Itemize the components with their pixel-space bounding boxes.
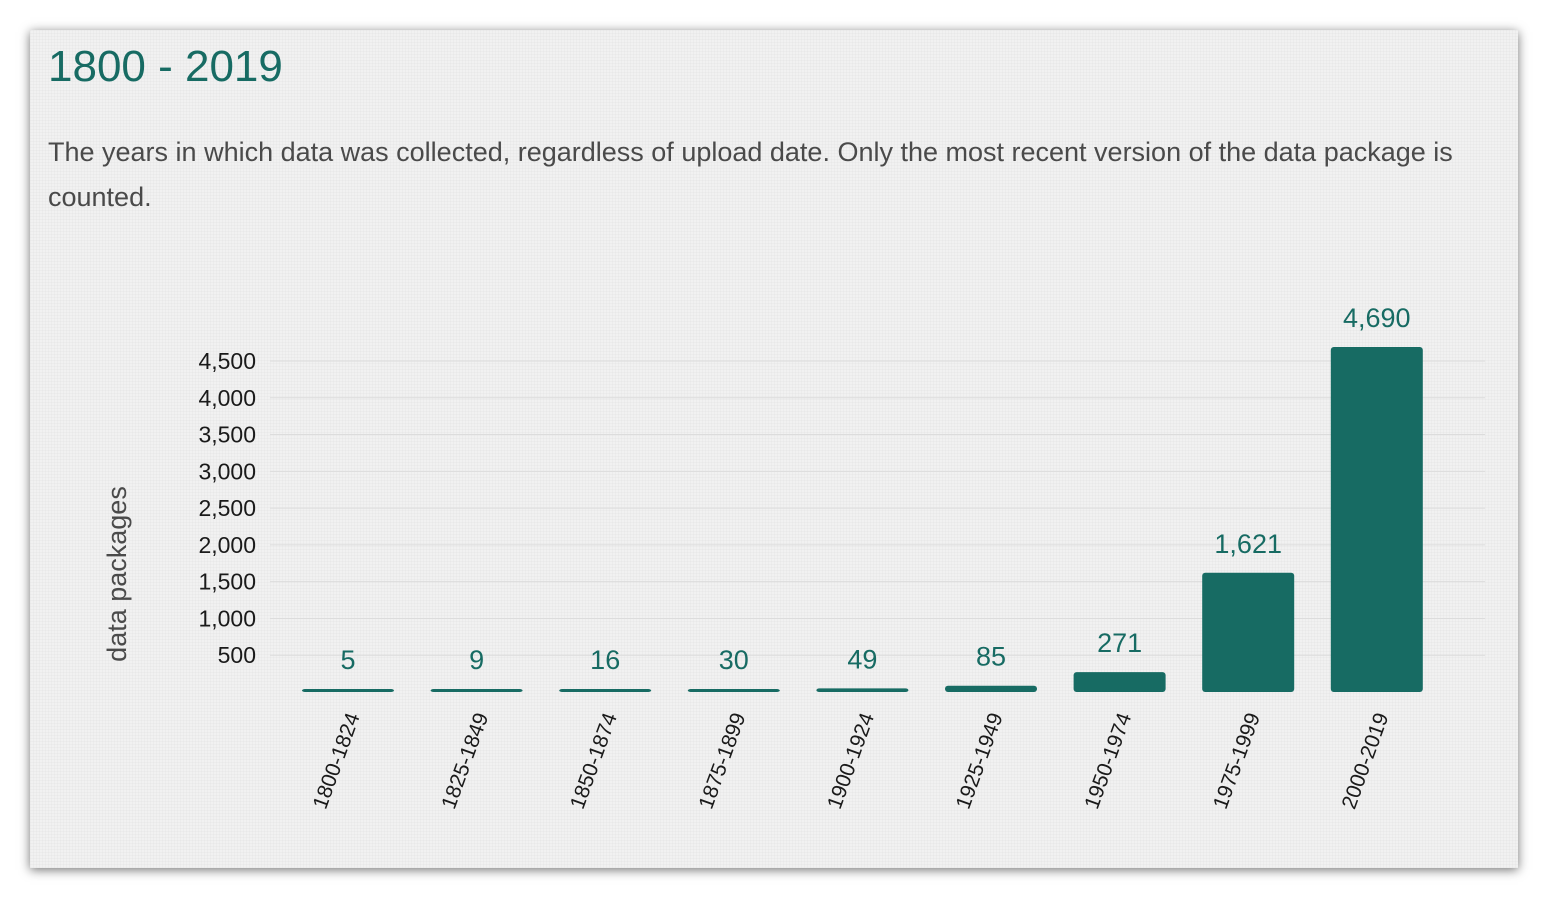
x-tick-label: 1950-1974 bbox=[1080, 710, 1136, 813]
bar bbox=[1330, 347, 1423, 692]
card-title: 1800 - 2019 bbox=[48, 42, 283, 91]
x-tick-label: 1875-1899 bbox=[695, 710, 751, 812]
bar-value-label: 16 bbox=[590, 645, 620, 675]
y-tick-label: 3,500 bbox=[198, 422, 256, 448]
y-axis-label: data packages bbox=[102, 486, 132, 662]
x-axis-labels: 1800-1824 1825-1849 1850-1874 1875-1899 1900… bbox=[309, 710, 1394, 813]
bar bbox=[559, 689, 652, 692]
bar-value-label: 85 bbox=[976, 642, 1006, 672]
y-tick-label: 2,000 bbox=[198, 532, 256, 558]
bar bbox=[945, 685, 1037, 692]
y-tick-label: 3,000 bbox=[198, 458, 256, 484]
bar-value-label: 9 bbox=[469, 645, 484, 675]
bar-value-label: 1,621 bbox=[1214, 529, 1282, 559]
bar-value-label: 49 bbox=[847, 644, 877, 674]
bar-value-label: 271 bbox=[1097, 628, 1142, 658]
y-tick-label: 4,000 bbox=[198, 385, 256, 411]
bar bbox=[430, 689, 523, 692]
card-description: The years in which data was collected, r… bbox=[48, 137, 1453, 212]
grid-lines bbox=[270, 360, 1485, 656]
bar bbox=[1073, 672, 1166, 692]
y-axis-ticks: 500 1,000 1,500 2,000 2,500 3,000 3,500 4,000 4,… bbox=[198, 348, 256, 668]
x-tick-label: 2000-2019 bbox=[1338, 710, 1394, 812]
x-tick-label: 1900-1924 bbox=[823, 710, 879, 813]
bar-value-label: 4,690 bbox=[1343, 303, 1411, 333]
x-tick-label: 1925-1949 bbox=[952, 710, 1008, 812]
y-tick-label: 2,500 bbox=[198, 495, 256, 521]
bar bbox=[687, 689, 780, 692]
bar-value-label: 5 bbox=[340, 645, 355, 675]
bar bbox=[816, 688, 909, 692]
y-tick-label: 4,500 bbox=[198, 348, 256, 374]
y-tick-label: 500 bbox=[218, 642, 256, 668]
bars bbox=[302, 347, 1423, 692]
x-tick-label: 1850-1874 bbox=[566, 710, 622, 813]
x-tick-label: 1975-1999 bbox=[1209, 710, 1265, 812]
x-tick-label: 1800-1824 bbox=[309, 710, 365, 813]
y-tick-label: 1,000 bbox=[198, 605, 256, 631]
bar-chart: 500 1,000 1,500 2,000 2,500 3,000 3,500 4,000 4,… bbox=[102, 303, 1485, 813]
bar-value-label: 30 bbox=[719, 645, 749, 675]
y-tick-label: 1,500 bbox=[198, 569, 256, 595]
value-labels: 5 9 16 30 49 85 271 1,621 4,690 bbox=[340, 303, 1410, 675]
x-tick-label: 1825-1849 bbox=[437, 710, 493, 812]
bar bbox=[1202, 572, 1295, 692]
bar bbox=[302, 689, 394, 692]
chart-card: 1800 - 2019 The years in which data was … bbox=[30, 30, 1518, 868]
